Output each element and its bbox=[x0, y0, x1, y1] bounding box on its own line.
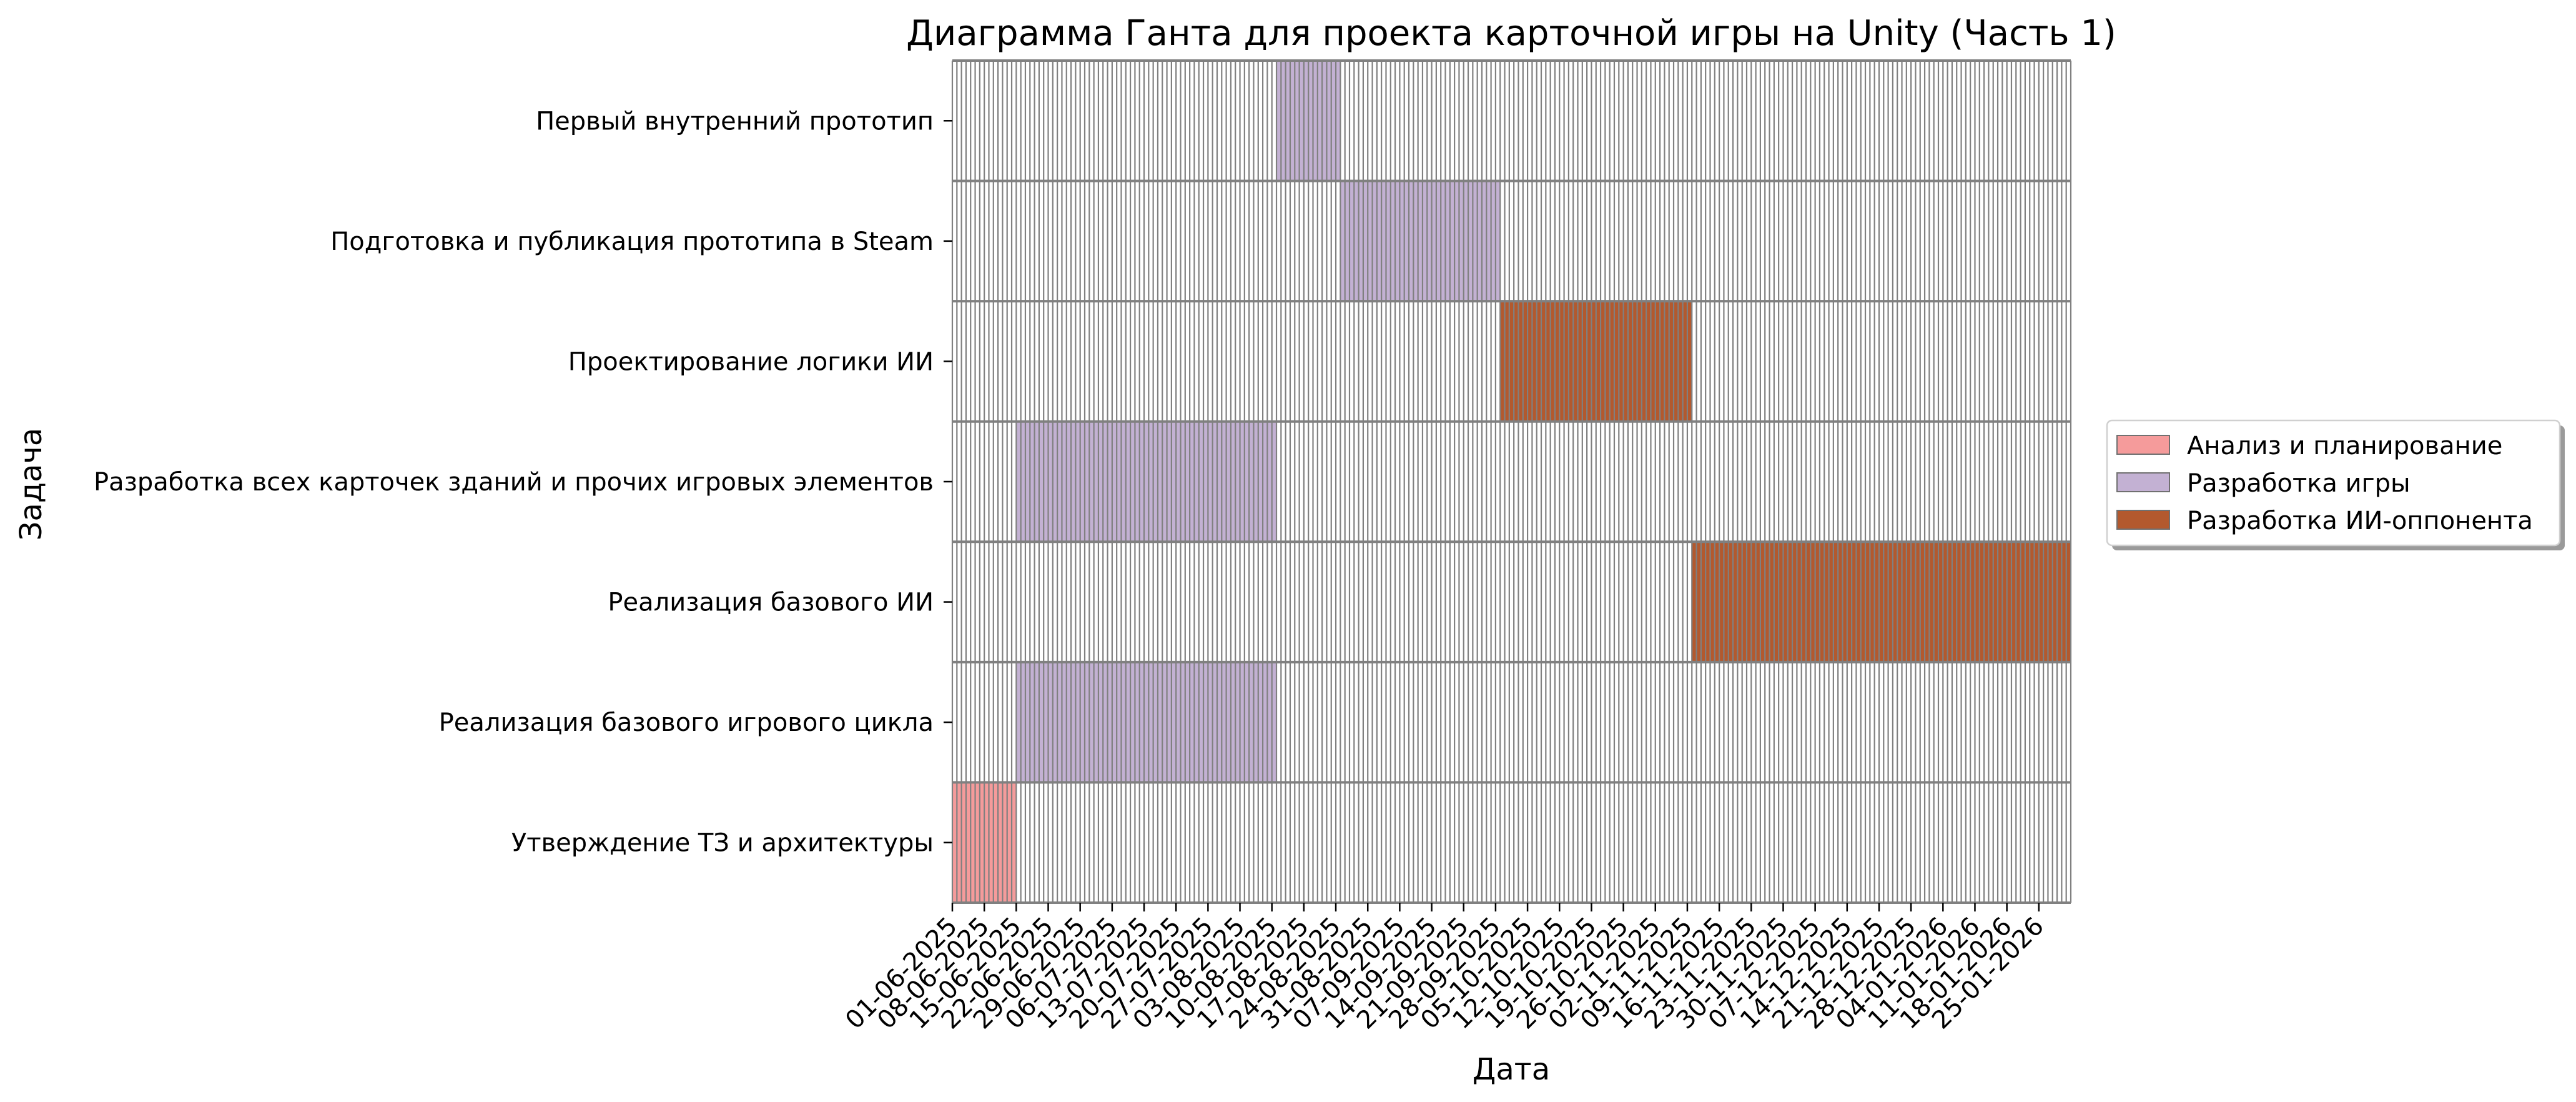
legend-swatch bbox=[2116, 472, 2170, 492]
legend-frame bbox=[2106, 419, 2561, 547]
task-bar bbox=[1692, 542, 2071, 662]
y-tick-label: Реализация базового игрового цикла bbox=[439, 708, 934, 737]
y-axis-label: Задача bbox=[14, 428, 49, 541]
chart-title: Диаграмма Ганта для проекта карточной иг… bbox=[906, 13, 2116, 54]
legend-swatch bbox=[2116, 510, 2170, 530]
plot-area bbox=[951, 59, 2072, 904]
y-tick-label: Утверждение ТЗ и архитектуры bbox=[511, 829, 934, 858]
y-tick-label: Подготовка и публикация прототипа в Stea… bbox=[330, 227, 934, 256]
task-bar bbox=[1016, 662, 1277, 783]
row-grid-lines bbox=[952, 59, 2071, 904]
task-bar bbox=[1016, 421, 1277, 542]
task-bar bbox=[1340, 181, 1501, 302]
y-tick-label: Реализация базового ИИ bbox=[608, 588, 934, 617]
legend: Анализ и планирование Разработка игры Разр… bbox=[2106, 419, 2565, 550]
y-tick-label: Первый внутренний прототип bbox=[536, 107, 934, 136]
legend-entry: Разработка ИИ-оппонента bbox=[2187, 507, 2533, 535]
x-axis-label: Дата bbox=[1473, 1052, 1550, 1087]
y-tick-label: Разработка всех карточек зданий и прочих… bbox=[94, 468, 934, 497]
y-axis: Первый внутренний прототип Подготовка и п… bbox=[94, 107, 952, 858]
y-tick-label: Проектирование логики ИИ bbox=[568, 347, 934, 376]
legend-entry: Анализ и планирование bbox=[2187, 432, 2502, 460]
legend-entry: Разработка игры bbox=[2187, 469, 2411, 498]
x-axis: 01-06-202508-06-202515-06-202522-06-2025… bbox=[840, 903, 2050, 1035]
legend-swatch bbox=[2116, 435, 2170, 455]
